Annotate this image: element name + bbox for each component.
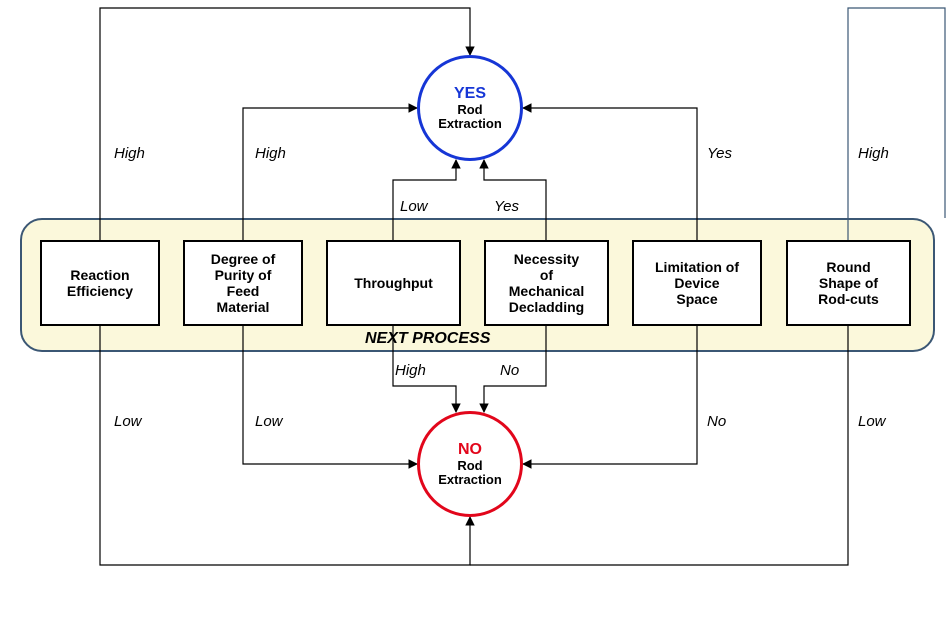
edge-label-throughput-no: High xyxy=(395,362,426,379)
edge-label-reaction-efficiency-no: Low xyxy=(114,413,142,430)
edge-label-reaction-efficiency-yes: High xyxy=(114,145,145,162)
decision-no-sub: RodExtraction xyxy=(438,459,502,488)
edge-label-device-space-yes: Yes xyxy=(707,145,732,162)
decision-no: NO RodExtraction xyxy=(417,411,523,517)
factor-mech-decladding: NecessityofMechanicalDecladding xyxy=(484,240,609,326)
edge-label-round-shape-no: Low xyxy=(858,413,886,430)
decision-yes-label: YES xyxy=(454,85,486,103)
next-process-label: NEXT PROCESS xyxy=(365,330,490,348)
edge-round-shape-no xyxy=(470,326,848,565)
edge-label-mech-decladding-no: No xyxy=(500,362,519,379)
factor-purity: Degree ofPurity ofFeedMaterial xyxy=(183,240,303,326)
decision-yes: YES RodExtraction xyxy=(417,55,523,161)
edge-label-device-space-no: No xyxy=(707,413,726,430)
factor-device-space: Limitation ofDeviceSpace xyxy=(632,240,762,326)
diagram-canvas: YES RodExtraction NO RodExtraction React… xyxy=(0,0,951,618)
factor-throughput: Throughput xyxy=(326,240,461,326)
edge-label-purity-yes: High xyxy=(255,145,286,162)
factor-reaction-efficiency: ReactionEfficiency xyxy=(40,240,160,326)
decision-no-label: NO xyxy=(458,441,482,459)
decision-yes-sub: RodExtraction xyxy=(438,103,502,132)
edge-label-throughput-yes: Low xyxy=(400,198,428,215)
edge-label-round-shape-yes: High xyxy=(858,145,889,162)
edge-label-purity-no: Low xyxy=(255,413,283,430)
edge-round-shape-yes xyxy=(848,8,945,240)
edge-label-mech-decladding-yes: Yes xyxy=(494,198,519,215)
factor-round-shape: RoundShape ofRod-cuts xyxy=(786,240,911,326)
